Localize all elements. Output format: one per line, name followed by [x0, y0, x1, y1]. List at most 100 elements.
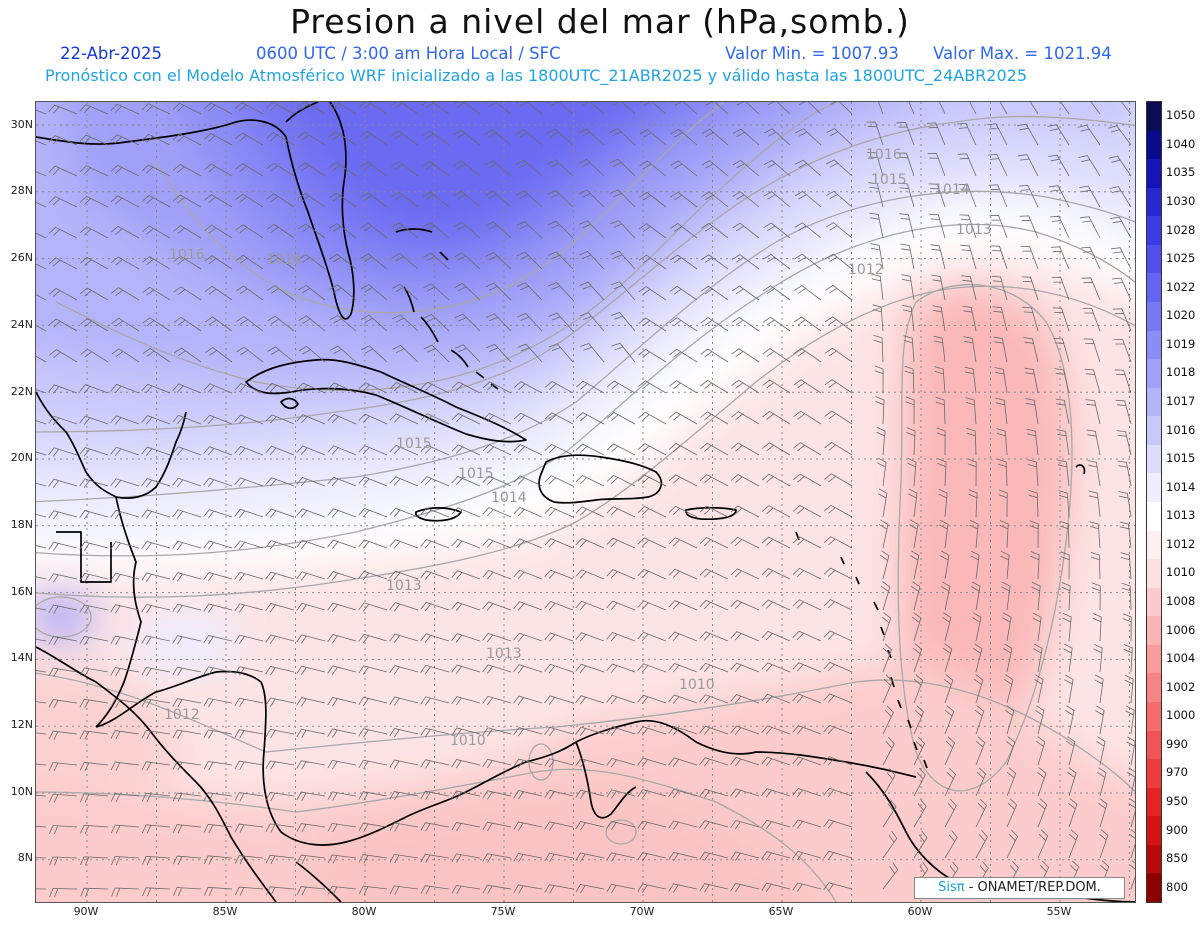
wind-barb — [36, 109, 47, 115]
wind-barb — [874, 365, 884, 394]
min-value: Valor Min. = 1007.93 — [725, 44, 899, 63]
wind-barb — [1027, 459, 1039, 487]
wind-barb — [957, 153, 977, 177]
wind-barb — [668, 537, 698, 549]
wind-barb — [327, 602, 357, 612]
wind-barb — [575, 412, 605, 425]
wind-barb — [638, 348, 667, 363]
wind-barb — [420, 853, 450, 863]
wind-barb — [1017, 154, 1039, 177]
wind-barb — [358, 633, 388, 644]
wind-barb — [824, 441, 853, 456]
wind-barb — [882, 643, 893, 673]
colorbar-cell — [1147, 844, 1161, 874]
pressure-map: 1016 1015 1014 1013 1012 1016 1015 1014 … — [35, 101, 1136, 903]
wind-barb — [668, 474, 698, 487]
wind-barb — [544, 821, 574, 831]
wind-barb — [792, 850, 822, 861]
wind-barb — [513, 412, 543, 425]
wind-barb — [234, 540, 264, 550]
wind-barb — [882, 674, 893, 704]
wind-barb — [36, 513, 47, 518]
wind-barb — [48, 730, 78, 740]
wind-barb — [1067, 767, 1077, 797]
wind-barb — [203, 446, 233, 456]
wind-barb — [79, 415, 109, 425]
wind-barb — [36, 857, 47, 859]
wind-barb — [793, 442, 822, 456]
wind-barb — [390, 102, 419, 115]
wind-barb — [901, 274, 915, 301]
wind-barb — [1023, 337, 1039, 363]
wind-barb — [80, 887, 109, 897]
wind-barb — [234, 634, 264, 645]
contour-label: 1014 — [934, 182, 970, 198]
wind-barb — [824, 316, 853, 332]
wind-barb — [482, 538, 512, 549]
colorbar-label: 1006 — [1166, 622, 1196, 637]
wind-barb — [767, 102, 791, 115]
wind-barb — [513, 475, 543, 487]
wind-barb — [1112, 308, 1132, 332]
wind-barb — [868, 182, 884, 208]
wind-barb — [579, 312, 605, 332]
wind-barb — [880, 581, 891, 611]
wind-barb — [451, 727, 481, 737]
wind-barb — [111, 317, 140, 332]
wind-barb — [48, 793, 78, 803]
wind-barb — [987, 153, 1008, 177]
wind-barb — [1006, 798, 1018, 828]
wind-barb — [266, 102, 295, 115]
lat-label: 30N — [10, 118, 33, 131]
wind-barb — [1065, 705, 1075, 735]
wind-barb — [48, 226, 78, 239]
contour-label: 1012 — [848, 262, 884, 278]
wind-barb — [730, 505, 760, 518]
wind-barb — [1037, 829, 1049, 859]
wind-barb — [482, 790, 512, 800]
wind-barb — [328, 102, 357, 115]
wind-barb — [823, 724, 853, 735]
wind-barb — [513, 758, 543, 768]
wind-barb — [265, 634, 295, 644]
wind-barb — [513, 569, 543, 580]
wind-barb — [48, 165, 78, 177]
wind-barb — [911, 581, 921, 611]
wind-barb — [826, 159, 853, 177]
wind-barb — [958, 184, 977, 208]
wind-barb — [1110, 216, 1132, 239]
lon-label: 75W — [490, 905, 516, 918]
wind-barb — [234, 571, 264, 582]
wind-barb — [730, 568, 760, 580]
wind-barb — [637, 600, 667, 611]
wind-barb — [975, 798, 987, 828]
wind-barb — [49, 349, 78, 363]
wind-barb — [700, 379, 729, 394]
wind-barb — [823, 693, 853, 704]
wind-barb — [1033, 643, 1043, 673]
wind-barb — [110, 415, 140, 425]
wind-barb — [451, 413, 481, 425]
wind-barb — [142, 225, 171, 239]
wind-barb — [971, 581, 981, 611]
wind-barb — [360, 284, 388, 301]
wind-barb — [451, 475, 481, 487]
wind-barb — [172, 163, 202, 177]
wind-barb — [702, 102, 729, 115]
wind-barb — [359, 161, 388, 177]
wind-barb — [997, 458, 1008, 487]
wind-barb — [420, 664, 450, 675]
wind-barb — [36, 826, 47, 828]
wind-barb — [1036, 736, 1046, 766]
wind-barb — [1121, 582, 1132, 611]
wind-barb — [48, 510, 78, 520]
wind-barb — [484, 102, 512, 115]
wind-barb — [1005, 705, 1015, 735]
wind-barb — [36, 794, 47, 797]
wind-barb — [513, 381, 543, 394]
wind-barb — [965, 397, 977, 425]
wind-barb — [110, 635, 140, 646]
wind-barb — [699, 631, 729, 642]
wind-barb — [79, 510, 109, 520]
wind-barb — [358, 382, 388, 394]
